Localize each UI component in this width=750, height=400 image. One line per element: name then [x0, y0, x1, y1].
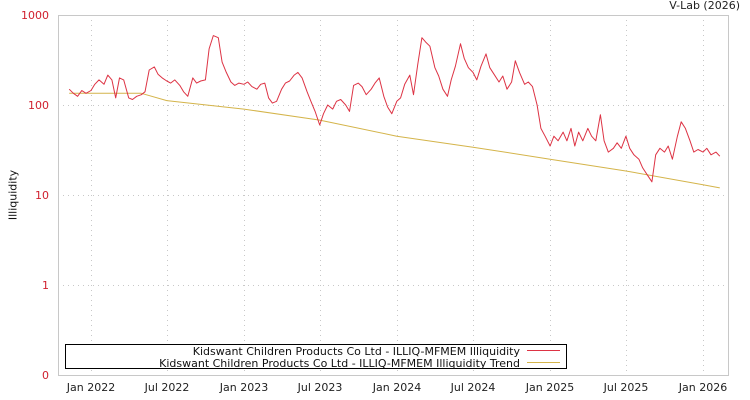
- y-tick-label: 1: [42, 279, 49, 292]
- plot-frame: [58, 15, 729, 376]
- trend-line: [69, 92, 720, 189]
- x-tick-label: Jan 2023: [219, 381, 268, 394]
- x-tick-label: Jan 2026: [678, 381, 727, 394]
- x-tick-label: Jul 2023: [297, 381, 343, 394]
- legend-label: Kidswant Children Products Co Ltd - ILLI…: [193, 345, 521, 358]
- plot-border: [58, 15, 729, 376]
- x-tick-label: Jan 2022: [66, 381, 115, 394]
- legend: Kidswant Children Products Co Ltd - ILLI…: [65, 344, 567, 370]
- x-tick-label: Jan 2025: [525, 381, 574, 394]
- grid-lines: [58, 15, 728, 375]
- x-axis-ticks: Jan 2022 Jul 2022 Jan 2023 Jul 2023 Jan 2024…: [66, 381, 727, 394]
- legend-box: [65, 344, 567, 369]
- illiquidity-line: [68, 35, 721, 183]
- x-tick-label: Jul 2025: [603, 381, 649, 394]
- x-tick-label: Jan 2024: [372, 381, 421, 394]
- series-lines: [68, 35, 721, 189]
- x-tick-label: Jul 2022: [144, 381, 190, 394]
- y-axis-ticks: 0 1 10 100 1000: [21, 9, 49, 382]
- credit-label: V-Lab (2026): [669, 0, 740, 12]
- y-tick-label: 0: [42, 369, 49, 382]
- y-tick-label: 1000: [21, 9, 49, 22]
- legend-label: Kidswant Children Products Co Ltd - ILLI…: [159, 357, 520, 370]
- y-tick-label: 100: [28, 99, 49, 112]
- x-tick-label: Jul 2024: [450, 381, 496, 394]
- y-tick-label: 10: [35, 189, 49, 202]
